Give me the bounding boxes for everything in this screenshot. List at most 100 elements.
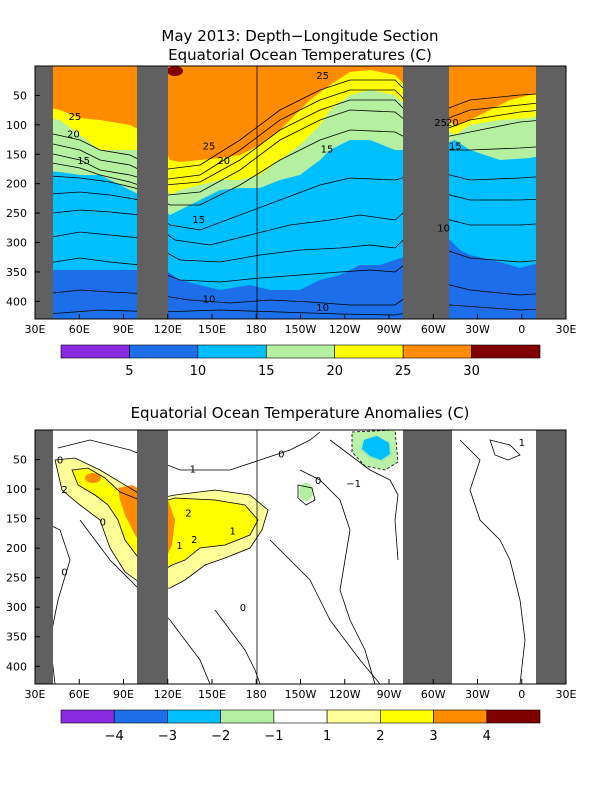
top-y-tick-label: 300	[6, 237, 27, 250]
top-contour-label: 15	[449, 141, 462, 152]
bottom-chart: Equatorial Ocean Temperature Anomalies (…	[6, 404, 577, 744]
bottom-land-mask-1	[35, 430, 53, 684]
top-land-mask-3	[403, 66, 449, 319]
bottom-x-tick-label: 60W	[421, 688, 446, 701]
top-contour-label: 25	[316, 71, 329, 82]
top-x-tick-label: 0	[518, 323, 525, 336]
top-contour-label: 15	[192, 215, 205, 226]
top-colorbar-tick-label: 5	[125, 364, 133, 379]
bottom-contour-label: 2	[61, 485, 67, 496]
top-y-tick-label: 100	[6, 119, 27, 132]
top-land-masks	[35, 66, 566, 319]
anomaly-negative-2-inner-region	[362, 436, 390, 460]
top-colorbar-tick-label: 20	[326, 364, 343, 379]
bottom-y-tick-label: 200	[6, 542, 27, 555]
top-chart-subtitle: Equatorial Ocean Temperatures (C)	[168, 46, 432, 64]
bottom-colorbar-swatch	[220, 709, 275, 724]
top-contour-label: 15	[321, 144, 334, 155]
top-colorbar-swatch	[265, 344, 336, 359]
bottom-colorbar-swatch	[273, 709, 328, 724]
top-colorbar-tick-label: 30	[463, 364, 480, 379]
top-x-tick-label: 60E	[69, 323, 90, 336]
top-land-mask-4	[536, 66, 566, 319]
top-y-axis: 50 100 150 200 250 300 350 400	[6, 89, 40, 308]
top-x-tick-label: 150W	[285, 323, 317, 336]
bottom-x-tick-label: 60E	[69, 688, 90, 701]
bottom-colorbar-tick-label: −2	[211, 729, 230, 744]
bottom-x-tick-label: 30W	[465, 688, 490, 701]
top-chart-title: May 2013: Depth−Longitude Section	[161, 27, 438, 45]
bottom-contour-label: 0	[315, 476, 321, 487]
top-x-tick-label: 180	[246, 323, 267, 336]
top-contour-label: 10	[203, 294, 216, 305]
top-contour-label: 25	[434, 118, 447, 129]
bottom-colorbar-tick-label: −1	[264, 729, 283, 744]
bottom-contour-label: 0	[100, 518, 106, 529]
bottom-x-tick-label: 30E	[556, 688, 577, 701]
top-contour-label: 15	[77, 156, 90, 167]
bottom-colorbar-swatch	[326, 709, 381, 724]
bottom-y-tick-label: 150	[6, 513, 27, 526]
top-contour-label: 25	[68, 112, 81, 123]
bottom-anomaly-field	[35, 430, 566, 684]
bottom-chart-title: Equatorial Ocean Temperature Anomalies (…	[131, 404, 470, 422]
bottom-x-tick-label: 180	[246, 688, 267, 701]
bottom-colorbar-swatch	[167, 709, 221, 724]
bottom-colorbar-tick-label: 2	[376, 729, 384, 744]
top-x-tick-label: 120W	[329, 323, 361, 336]
top-colorbar-swatch	[197, 344, 267, 359]
top-temperature-field	[35, 66, 566, 319]
top-contour-label: 25	[203, 141, 216, 152]
bottom-land-masks	[35, 430, 566, 684]
bottom-colorbar-swatch	[486, 709, 541, 724]
top-contours	[35, 79, 566, 316]
bottom-y-tick-label: 300	[6, 601, 27, 614]
bottom-colorbar: −4 −3 −2 −1 1 2 3 4	[60, 709, 541, 744]
bottom-y-axis: 50 100 150 200 250 300 350 400	[6, 454, 40, 673]
bottom-x-tick-label: 120W	[329, 688, 361, 701]
top-x-tick-label: 150E	[198, 323, 226, 336]
bottom-x-tick-label: 120E	[154, 688, 182, 701]
top-x-tick-label: 30E	[25, 323, 46, 336]
top-land-mask-2	[137, 66, 168, 319]
anomaly-positive-3-west-region	[85, 473, 101, 483]
top-y-tick-label: 350	[6, 266, 27, 279]
bottom-y-tick-label: 350	[6, 631, 27, 644]
top-x-tick-label: 120E	[154, 323, 182, 336]
bottom-contour-label: 0	[278, 450, 284, 461]
bottom-land-mask-3	[403, 430, 452, 684]
top-y-tick-label: 250	[6, 207, 27, 220]
top-y-tick-label: 400	[6, 295, 27, 308]
bottom-colorbar-swatch	[380, 709, 434, 724]
bottom-colorbar-tick-label: −4	[105, 729, 124, 744]
bottom-colorbar-tick-label: 4	[483, 729, 491, 744]
bottom-contour-label: 0	[61, 568, 67, 579]
top-colorbar-tick-label: 10	[190, 364, 207, 379]
top-colorbar-swatch	[402, 344, 472, 359]
top-chart: May 2013: Depth−Longitude Section Equato…	[6, 27, 577, 379]
top-colorbar-swatch	[471, 344, 541, 359]
top-y-tick-label: 50	[13, 89, 27, 102]
bottom-contour-label: −1	[346, 479, 361, 490]
bottom-contour-label: 0	[57, 455, 63, 466]
top-contour-label: 20	[217, 156, 230, 167]
top-colorbar-swatch	[129, 344, 199, 359]
bottom-y-tick-label: 100	[6, 483, 27, 496]
bottom-x-axis: 30E 60E 90E 120E 150E 180 150W 120W 90W 60W 30W 0 30…	[25, 679, 577, 701]
top-contour-label: 20	[67, 130, 80, 141]
top-colorbar-tick-label: 25	[395, 364, 412, 379]
top-y-tick-label: 200	[6, 178, 27, 191]
top-x-tick-label: 30W	[465, 323, 490, 336]
top-x-tick-label: 30E	[556, 323, 577, 336]
top-colorbar-swatch	[334, 344, 404, 359]
bottom-x-tick-label: 150E	[198, 688, 226, 701]
bottom-x-tick-label: 0	[518, 688, 525, 701]
top-contour-label: 20	[446, 118, 459, 129]
top-x-axis: 30E 60E 90E 120E 150E 180 150W 120W 90W 60W 30W 0 30…	[25, 314, 577, 336]
top-band-max	[167, 66, 183, 76]
bottom-land-mask-4	[536, 430, 566, 684]
bottom-colorbar-swatch	[113, 709, 168, 724]
bottom-y-tick-label: 400	[6, 660, 27, 673]
